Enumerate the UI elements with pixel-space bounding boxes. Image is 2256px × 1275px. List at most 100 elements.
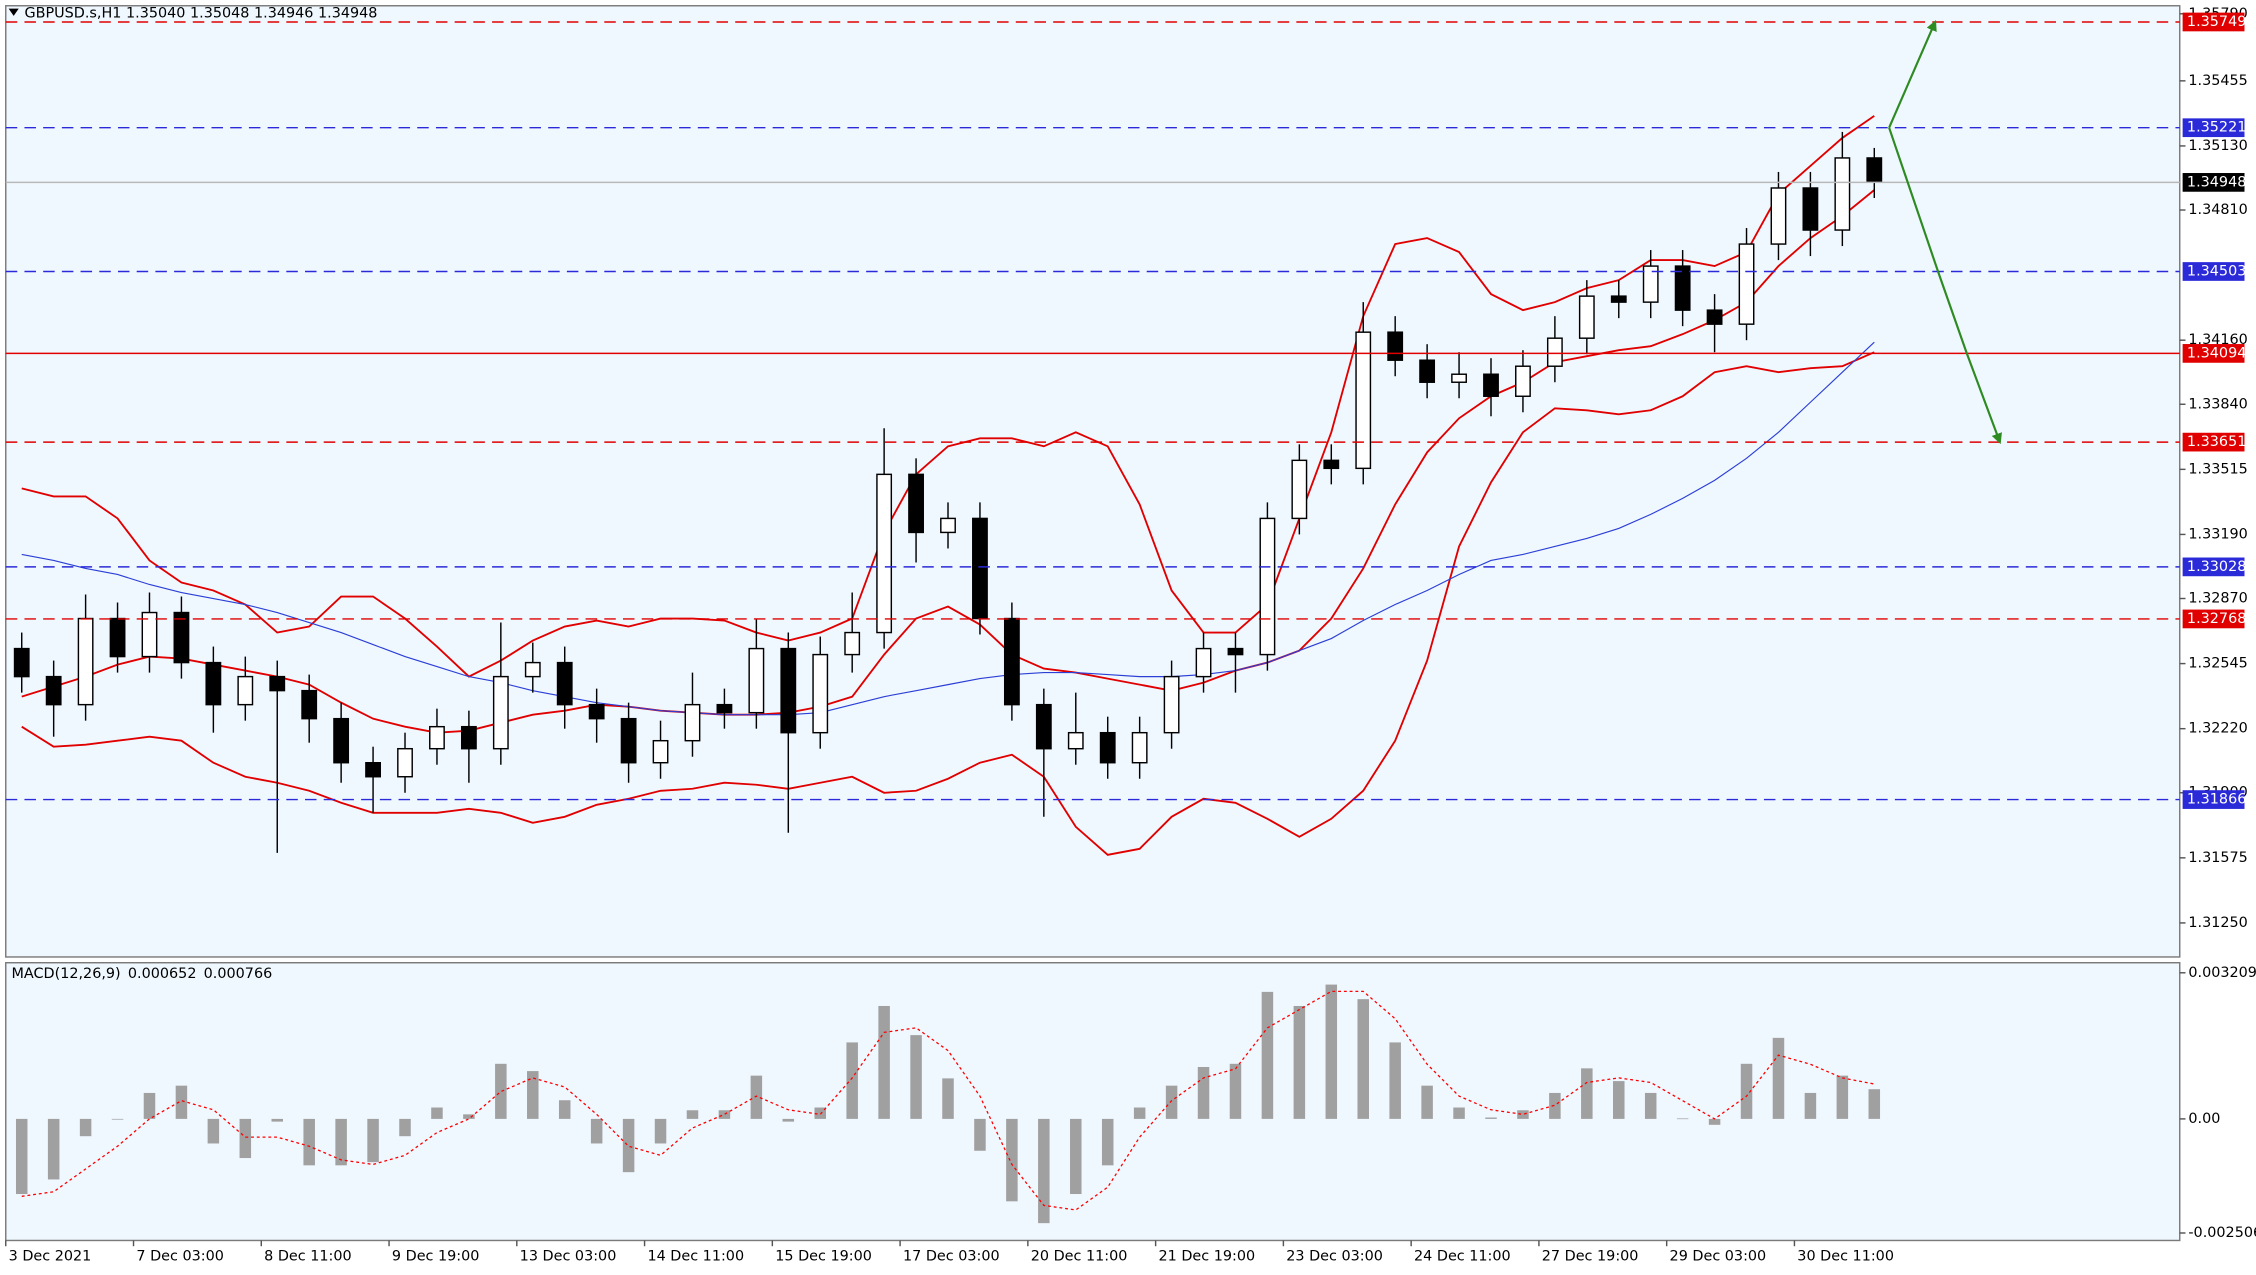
y-tick-label: 0.00	[2188, 1111, 2220, 1127]
level-label: 1.33028	[2187, 559, 2246, 575]
macd-bar	[143, 1092, 156, 1119]
x-tick-label: 17 Dec 03:00	[903, 1248, 1000, 1264]
candle-body	[972, 517, 988, 620]
y-tick-label: 1.35455	[2188, 73, 2247, 89]
macd-header: MACD(12,26,9) 0.000652 0.000766	[12, 966, 273, 982]
candle-body	[1099, 731, 1116, 764]
candle-body	[1610, 295, 1627, 303]
x-tick-label: 21 Dec 19:00	[1159, 1248, 1256, 1264]
macd-bar	[558, 1100, 571, 1119]
y-tick-label: 1.33190	[2188, 526, 2247, 542]
candle-body	[77, 617, 94, 706]
macd-bar	[303, 1118, 315, 1166]
macd-bar	[942, 1078, 954, 1119]
macd-bar	[1101, 1118, 1114, 1166]
level-label-bg	[2182, 344, 2245, 363]
macd-bar	[431, 1107, 443, 1119]
macd-bar	[1165, 1085, 1178, 1119]
macd-bar	[1644, 1092, 1657, 1119]
candle-body	[1866, 157, 1883, 183]
candle-body	[173, 611, 190, 664]
x-tick-label: 29 Dec 03:00	[1670, 1248, 1767, 1264]
macd-bar	[814, 1107, 827, 1119]
candle-body	[556, 661, 573, 706]
macd-bar	[79, 1118, 92, 1137]
candle-body	[365, 762, 381, 778]
candle-body	[1834, 157, 1851, 231]
x-tick-label: 20 Dec 11:00	[1031, 1248, 1128, 1264]
signal-line	[21, 990, 1875, 1211]
macd-bar	[1772, 1037, 1785, 1119]
macd-bar	[878, 1005, 890, 1119]
macd-bar	[527, 1071, 539, 1119]
macd-bar	[15, 1118, 28, 1195]
macd-bar	[782, 1118, 795, 1122]
y-tick-label: 1.32545	[2188, 656, 2247, 672]
level-label-bg	[2182, 432, 2245, 452]
candle-body	[269, 675, 286, 692]
macd-bar	[1517, 1110, 1529, 1119]
x-tick-label: 7 Dec 03:00	[136, 1248, 224, 1264]
macd-bar	[622, 1118, 635, 1173]
level-label-bg	[2182, 262, 2245, 281]
candle-body	[492, 675, 509, 750]
x-tick-label: 24 Dec 11:00	[1414, 1248, 1511, 1264]
candle-body	[333, 717, 350, 764]
macd-bar	[1804, 1092, 1817, 1119]
menu-triangle[interactable]	[8, 8, 19, 16]
level-label: 1.32768	[2187, 611, 2246, 627]
candle-body	[524, 661, 541, 678]
macd-bar	[175, 1085, 188, 1119]
macd-bar	[495, 1063, 507, 1119]
candle-body	[1451, 373, 1467, 383]
candle-body	[1163, 675, 1180, 734]
candle-body	[1291, 459, 1308, 520]
macd-bar	[750, 1075, 763, 1119]
candle-body	[1419, 359, 1436, 383]
macd-bar	[271, 1118, 284, 1122]
price-panel	[5, 5, 2181, 958]
y-tick-label: 1.34810	[2188, 202, 2247, 218]
candle-body	[908, 473, 924, 534]
candle-body	[1706, 309, 1723, 325]
macd-bar	[1421, 1085, 1433, 1119]
macd-bar	[111, 1118, 124, 1120]
indicator-line	[21, 341, 1875, 716]
macd-bar	[1613, 1081, 1625, 1119]
y-tick-label: -0.002506	[2188, 1225, 2256, 1241]
candle-body	[780, 647, 797, 734]
macd-bar	[590, 1118, 603, 1144]
candle-body	[1259, 517, 1276, 656]
macd-bar	[239, 1118, 252, 1159]
level-label-bg	[2182, 790, 2245, 809]
candle-body	[716, 703, 733, 714]
macd-bar	[399, 1118, 411, 1137]
macd-bar	[846, 1042, 858, 1119]
x-tick-label: 3 Dec 2021	[9, 1248, 92, 1264]
forecast-arrow	[1888, 19, 1937, 129]
macd-bar	[1261, 991, 1274, 1119]
level-label-bg	[2182, 12, 2245, 32]
y-tick-label: 1.31250	[2188, 915, 2247, 931]
macd-bar	[207, 1118, 220, 1144]
y-tick-label: 0.003209	[2188, 965, 2256, 981]
level-label: 1.34094	[2187, 345, 2246, 361]
candle-body	[1355, 331, 1372, 470]
level-label: 1.33651	[2187, 434, 2246, 450]
x-tick-label: 13 Dec 03:00	[520, 1248, 617, 1264]
candle-body	[748, 647, 765, 714]
candle-body	[1227, 647, 1244, 656]
x-tick-label: 30 Dec 11:00	[1797, 1248, 1894, 1264]
macd-bar	[367, 1118, 379, 1163]
candle-body	[1578, 295, 1595, 339]
macd-bar	[1708, 1118, 1721, 1125]
y-tick-label: 1.33840	[2188, 396, 2247, 412]
level-label: 1.31866	[2187, 792, 2246, 808]
level-label: 1.35221	[2187, 120, 2246, 136]
candle-body	[1802, 187, 1819, 231]
candle-body	[460, 725, 477, 750]
level-label: 1.34503	[2187, 263, 2246, 279]
macd-panel	[5, 962, 2181, 1242]
candle-body	[141, 611, 158, 658]
